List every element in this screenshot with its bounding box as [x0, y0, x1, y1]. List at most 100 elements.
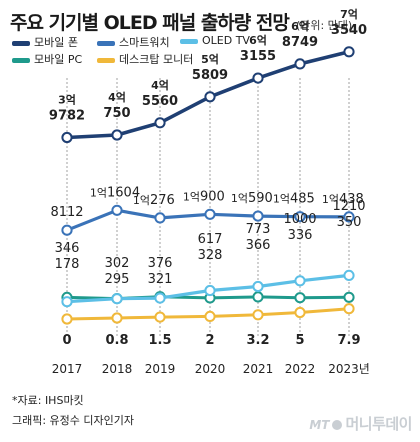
data-label: 773: [246, 222, 271, 237]
data-label: 1.5: [148, 333, 171, 348]
data-point: [111, 204, 123, 216]
legend-swatch: [97, 40, 115, 46]
data-point: [154, 212, 166, 224]
legend-label: OLED TV: [202, 34, 250, 47]
x-tick-label: 2022: [285, 362, 316, 376]
data-label: 438: [339, 192, 364, 207]
data-label: 336: [288, 228, 313, 243]
data-label: 3155: [240, 49, 276, 64]
data-label: 590: [248, 191, 273, 206]
data-label: 1억: [322, 193, 339, 206]
legend-label: 모바일 폰: [34, 36, 78, 49]
legend-item-smartwatch: 스마트워치: [97, 34, 170, 50]
legend-swatch: [12, 57, 30, 63]
data-point: [61, 313, 73, 325]
data-point: [204, 310, 216, 322]
data-label: 750: [103, 106, 130, 121]
legend-item-mobile-phone: 모바일 폰: [12, 34, 78, 50]
data-label: 1억: [90, 186, 107, 199]
data-label: 0: [62, 333, 71, 348]
x-tick-label: 2020: [195, 362, 226, 376]
data-label: 0.8: [105, 333, 128, 348]
data-label: 2: [205, 333, 214, 348]
title-line: 주요 기기별 OLED 패널 출하량 전망 (단위: 만대): [10, 8, 352, 35]
data-point: [111, 312, 123, 324]
x-tick-label: 2017: [52, 362, 83, 376]
data-label: 7억: [340, 8, 358, 21]
data-label: 5: [295, 333, 304, 348]
data-point: [252, 72, 264, 84]
x-tick-label: 2023년: [328, 362, 370, 376]
x-tick-label: 2021: [243, 362, 274, 376]
legend-label: 모바일 PC: [34, 53, 83, 66]
data-point: [252, 210, 264, 222]
chart-title: 주요 기기별 OLED 패널 출하량 전망: [10, 12, 290, 34]
data-label: 178: [55, 257, 80, 272]
logo-wordmark: 머니투데이: [345, 415, 412, 433]
data-label: 1억: [183, 190, 200, 203]
data-label: 8112: [50, 205, 83, 220]
data-label: 321: [148, 272, 173, 287]
data-point: [61, 296, 73, 308]
data-label: 346: [55, 241, 80, 256]
data-label: 617: [198, 232, 223, 247]
data-label: 1210: [332, 199, 365, 214]
data-point: [61, 131, 73, 144]
data-point: [294, 275, 306, 287]
data-label: 5809: [192, 68, 228, 83]
legend-swatch: [180, 38, 198, 44]
data-label: 8749: [282, 35, 318, 50]
data-label: 485: [290, 192, 315, 207]
data-point: [343, 46, 355, 58]
data-point: [252, 280, 264, 293]
data-label: 3540: [331, 23, 367, 38]
data-point: [294, 211, 306, 223]
data-label: 9782: [49, 108, 85, 123]
data-point: [294, 306, 306, 319]
data-label: 328: [198, 248, 223, 263]
data-label: 5560: [142, 94, 178, 109]
legend-item-mobile-pc: 모바일 PC: [12, 51, 82, 67]
data-label: 1000: [283, 212, 316, 227]
data-point: [343, 269, 355, 281]
data-label: 366: [246, 238, 271, 253]
data-point: [154, 117, 166, 129]
logo-circle-icon: [332, 419, 343, 430]
data-point: [111, 293, 123, 305]
legend-item-desktop-monitor: 데스크탑 모니터: [97, 51, 193, 67]
data-label: 295: [105, 272, 130, 287]
data-point: [61, 224, 73, 236]
legend-item-oled-tv: OLED TV: [180, 34, 250, 47]
data-point: [204, 91, 216, 103]
data-label: 350: [337, 215, 362, 230]
data-label: 6억: [249, 34, 267, 47]
data-label: 3.2: [246, 333, 269, 348]
data-point: [343, 291, 355, 303]
data-label: 1억: [133, 194, 150, 207]
logo-mark: MT: [309, 418, 330, 432]
legend-label: 데스크탑 모니터: [119, 53, 194, 66]
data-label: 900: [200, 189, 225, 204]
legend-swatch: [12, 40, 30, 46]
data-label: 302: [105, 256, 130, 271]
unit-note: (단위: 만대): [295, 19, 353, 32]
data-point: [294, 292, 306, 304]
publisher-logo: MT 머니투데이: [309, 413, 412, 434]
data-point: [252, 309, 264, 321]
data-label: 376: [148, 256, 173, 271]
legend-label: 스마트워치: [119, 36, 170, 49]
data-point: [204, 284, 216, 297]
data-point: [204, 208, 216, 220]
data-point: [154, 292, 166, 304]
data-label: 5억: [201, 53, 219, 66]
data-point: [154, 311, 166, 323]
data-label: 1604: [107, 185, 140, 200]
data-point: [343, 211, 355, 223]
data-label: 4억: [108, 91, 126, 104]
data-label: 1억: [273, 193, 290, 206]
data-label: 4억: [151, 79, 169, 92]
legend-swatch: [97, 57, 115, 63]
data-label: 1억: [231, 192, 248, 205]
